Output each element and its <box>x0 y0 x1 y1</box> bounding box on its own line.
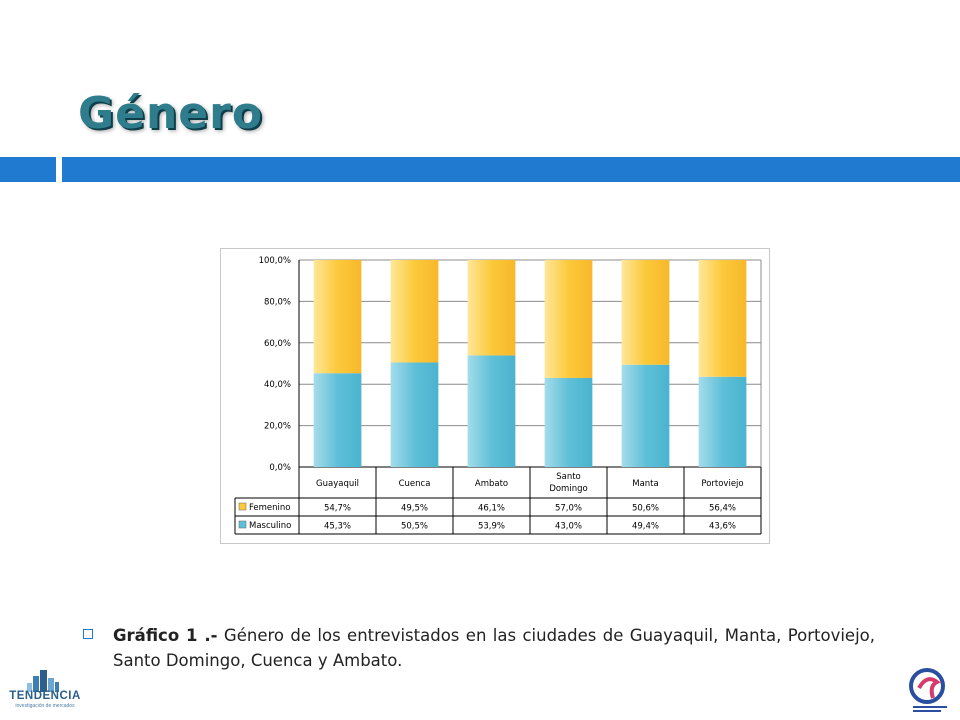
city-skyline-icon <box>27 670 59 692</box>
logo-left-name: TENDENCIA <box>9 690 81 702</box>
bar-masculino <box>313 373 362 467</box>
bar-masculino <box>698 376 747 467</box>
bar-femenino <box>544 260 593 378</box>
data-label: 53,9% <box>478 522 505 532</box>
y-tick-label: 20,0% <box>264 422 291 432</box>
x-tick-label: Ambato <box>475 479 508 489</box>
y-tick-label: 100,0% <box>259 256 291 266</box>
x-tick-label: Domingo <box>549 484 587 494</box>
quito-turismo-logo <box>905 664 955 716</box>
y-tick-label: 40,0% <box>264 380 291 390</box>
data-label: 54,7% <box>324 504 351 514</box>
bar-masculino <box>621 364 670 467</box>
y-tick-label: 80,0% <box>264 297 291 307</box>
bar-masculino <box>544 377 593 467</box>
x-tick-label: Manta <box>632 479 658 489</box>
data-label: 57,0% <box>555 504 582 514</box>
tendencia-logo: TENDENCIA investigación de mercados <box>3 668 87 714</box>
bar-femenino <box>621 260 670 365</box>
y-tick-label: 0,0% <box>269 463 291 473</box>
chart-frame: 0,0% 20,0% 40,0% 60,0% 80,0% 100,0% Guayaquil C… <box>220 248 770 544</box>
data-label: 46,1% <box>478 504 505 514</box>
data-label: 43,0% <box>555 522 582 532</box>
data-label: 56,4% <box>709 504 736 514</box>
emblem-icon <box>905 664 955 716</box>
bar-femenino <box>313 260 362 374</box>
x-tick-label: Santo <box>556 472 581 482</box>
data-label: 50,6% <box>632 504 659 514</box>
data-label: 45,3% <box>324 522 351 532</box>
legend-key-femenino <box>238 502 247 511</box>
chart-caption: Gráfico 1 .- Género de los entrevistados… <box>83 623 875 673</box>
data-label: 50,5% <box>401 522 428 532</box>
caption-text: Gráfico 1 .- Género de los entrevistados… <box>83 623 875 673</box>
logo-left-tagline: investigación de mercados <box>15 703 75 709</box>
x-tick-label: Guayaquil <box>316 479 359 489</box>
stacked-bar-chart: 0,0% 20,0% 40,0% 60,0% 80,0% 100,0% Guayaquil C… <box>234 256 762 535</box>
bar-femenino <box>698 260 747 377</box>
bar-femenino <box>390 260 439 363</box>
bullet-square-icon <box>83 629 93 639</box>
bar-masculino <box>467 355 516 467</box>
legend-label: Femenino <box>249 503 291 513</box>
data-label: 49,5% <box>401 504 428 514</box>
caption-body: Género de los entrevistados en las ciuda… <box>113 626 875 670</box>
legend-label: Masculino <box>249 521 291 531</box>
bar-femenino <box>467 260 516 356</box>
header-accent-bar-left <box>0 157 56 182</box>
legend-key-masculino <box>238 520 247 529</box>
x-tick-label: Portoviejo <box>701 479 743 489</box>
data-label: 49,4% <box>632 522 659 532</box>
y-tick-label: 60,0% <box>264 339 291 349</box>
bar-masculino <box>390 362 439 467</box>
x-tick-label: Cuenca <box>399 479 431 489</box>
data-label: 43,6% <box>709 522 736 532</box>
caption-label: Gráfico 1 .- <box>113 626 218 645</box>
slide-title: Género <box>78 88 264 139</box>
header-accent-bar <box>62 157 960 182</box>
